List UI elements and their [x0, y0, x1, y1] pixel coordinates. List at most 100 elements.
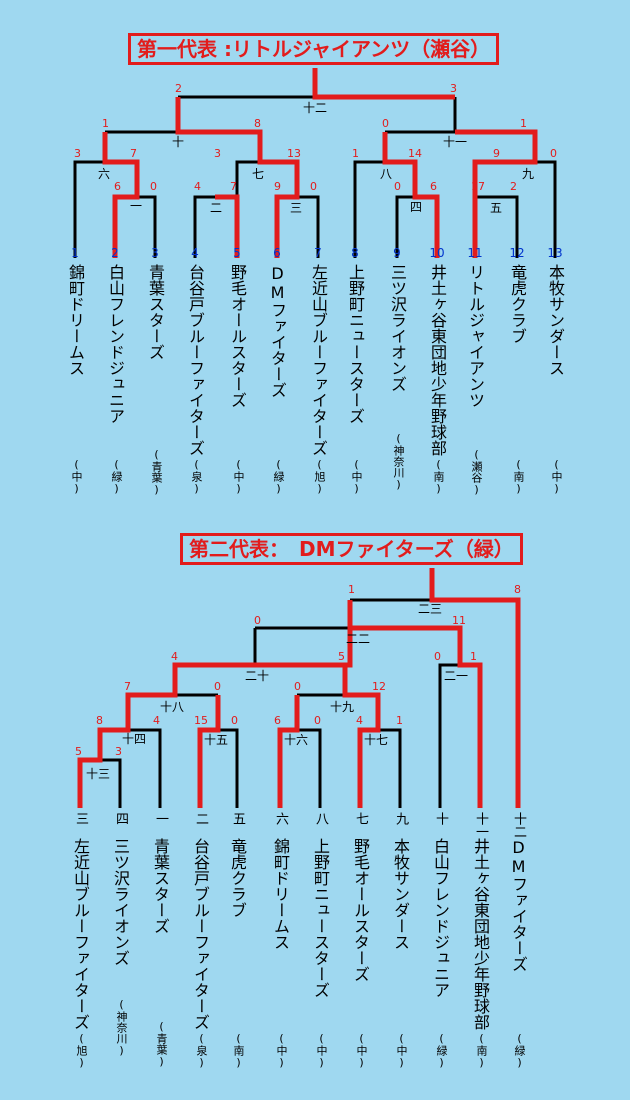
team-number: 11: [467, 246, 483, 260]
game-label: 二一: [444, 669, 468, 683]
game-label: 十九: [330, 700, 354, 714]
score: 15: [194, 714, 208, 727]
entry-mark: 十: [433, 812, 448, 825]
score: 0: [550, 147, 557, 160]
team-region: (泉): [195, 1032, 208, 1069]
score: 0: [314, 714, 321, 727]
score: 12: [372, 680, 386, 693]
score: 17: [471, 180, 485, 193]
bracket1-lines: 一 二 三 四 五 六 七 八 九 十 十一 十二 6 0 4 7 9 0 0 …: [73, 68, 557, 258]
score: 0: [434, 650, 441, 663]
bracket2-game-labels: 十三 十四 十五 十六 十七 十八 十九 二十 二一 二二 二三: [86, 602, 468, 781]
team-name: 台谷戸ブルーファイターズ: [186, 264, 205, 456]
team-number: 3: [151, 246, 159, 260]
entry-mark: 三: [73, 812, 88, 825]
bracket2-title: 第二代表： DMファイターズ（緑）: [180, 533, 523, 565]
game-label: 二二: [346, 632, 370, 646]
team-name: 本牧サンダース: [391, 838, 410, 950]
team-region: (中): [550, 458, 563, 495]
score: 3: [214, 147, 221, 160]
team-region: (中): [395, 1032, 408, 1069]
team-name: 竜虎クラブ: [228, 838, 247, 918]
bracket1-game-labels: 一 二 三 四 五 六 七 八 九 十 十一 十二: [98, 101, 534, 215]
team-region: (中): [70, 458, 83, 495]
team-name: 錦町ドリームス: [66, 264, 85, 376]
score: 13: [287, 147, 301, 160]
game-label: 十四: [122, 732, 146, 746]
game-label: 十七: [364, 733, 388, 747]
entry-mark: 五: [230, 812, 245, 825]
game-label: 九: [522, 167, 534, 181]
game-label: 十六: [284, 733, 308, 747]
score: 2: [175, 82, 182, 95]
team-name: 野毛オールスターズ: [228, 264, 247, 408]
team-name: 竜虎クラブ: [508, 264, 527, 344]
team-name: リトルジャイアンツ: [466, 264, 485, 408]
team-name: 白山フレンドジュニア: [431, 838, 450, 998]
team-name: 青葉スターズ: [146, 264, 165, 360]
entry-mark: 七: [353, 812, 368, 825]
score: 2: [510, 180, 517, 193]
bracket1-red-lines: [102, 68, 538, 258]
entry-mark: 九: [393, 812, 408, 825]
game-label: 三: [290, 201, 302, 215]
game-label: 二三: [418, 602, 442, 616]
team-region: (瀬谷): [470, 448, 483, 496]
score: 1: [520, 117, 527, 130]
score: 0: [382, 117, 389, 130]
game-label: 二十: [245, 669, 269, 683]
game-label: 七: [252, 167, 264, 181]
game-label: 二: [210, 201, 222, 215]
game-label: 十八: [160, 700, 184, 714]
game-label: 十一: [443, 135, 467, 149]
game-label: 六: [98, 167, 110, 181]
team-region: (緑): [435, 1032, 448, 1069]
team-number: 10: [429, 246, 445, 260]
team-region: (中): [355, 1032, 368, 1069]
team-region: (中): [350, 458, 363, 495]
game-label: 十五: [204, 733, 228, 747]
score: 0: [214, 680, 221, 693]
team-name: 三ツ沢ライオンズ: [111, 838, 130, 966]
team-name: 白山フレンドジュニア: [106, 264, 125, 424]
entry-mark: 六: [273, 812, 288, 825]
score: 4: [356, 714, 363, 727]
entry-mark: 十二: [511, 812, 526, 838]
team-number: 1: [71, 246, 79, 260]
entry-mark: 二: [193, 812, 208, 825]
team-region: (青葉): [150, 448, 163, 496]
team-region: (中): [232, 458, 245, 495]
score: 0: [310, 180, 317, 193]
team-number: 5: [233, 246, 241, 260]
score: 4: [171, 650, 178, 663]
team-number: 8: [351, 246, 359, 260]
team-name: 本牧サンダース: [546, 264, 565, 376]
team-number: 7: [314, 246, 322, 260]
bracket1-scores: 6 0 4 7 9 0 0 6 17 2 3 7 3 13 1 14 9 0 1…: [74, 82, 557, 193]
team-name: 台谷戸ブルーファイターズ: [191, 838, 210, 1030]
score: 1: [102, 117, 109, 130]
team-number: 2: [111, 246, 119, 260]
team-region: (青葉): [155, 1020, 168, 1068]
game-label: 十三: [86, 767, 110, 781]
score: 9: [493, 147, 500, 160]
score: 6: [114, 180, 121, 193]
score: 0: [231, 714, 238, 727]
score: 0: [150, 180, 157, 193]
team-name: 井土ヶ谷東団地少年野球部: [428, 264, 447, 456]
bracket1-title: 第一代表 :リトルジャイアンツ（瀬谷）: [128, 33, 500, 65]
score: 7: [130, 147, 137, 160]
score: 5: [75, 745, 82, 758]
team-region: (南): [232, 1032, 245, 1069]
bracket2-scores: 5 3 8 4 15 0 6 0 4 1 7 0 0 12 4 5 0 1 0 …: [75, 583, 521, 758]
team-name: 井土ヶ谷東団地少年野球部: [471, 838, 490, 1030]
score: 1: [470, 650, 477, 663]
game-label: 十: [172, 135, 184, 149]
team-name: 三ツ沢ライオンズ: [388, 264, 407, 392]
score: 6: [274, 714, 281, 727]
score: 1: [396, 714, 403, 727]
team-number: 9: [393, 246, 401, 260]
team-name: DMファイターズ: [268, 264, 287, 398]
team-region: (緑): [272, 458, 285, 495]
score: 11: [452, 614, 466, 627]
